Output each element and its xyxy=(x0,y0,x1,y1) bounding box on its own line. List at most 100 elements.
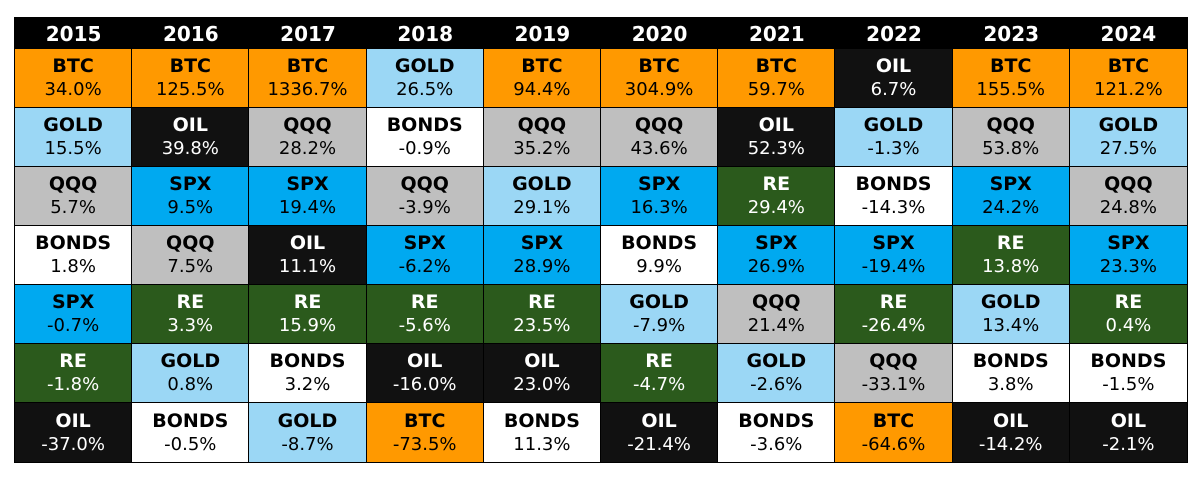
asset-label: SPX xyxy=(989,173,1032,195)
asset-label: BTC xyxy=(169,55,211,77)
table-cell: RE 23.5% xyxy=(483,285,601,344)
return-value: 155.5% xyxy=(976,79,1046,100)
table-cell: BTC -73.5% xyxy=(366,403,484,462)
asset-label: RE xyxy=(1114,291,1143,313)
asset-label: OIL xyxy=(758,114,794,136)
asset-label: BONDS xyxy=(1090,350,1167,372)
asset-label: OIL xyxy=(1110,409,1147,432)
return-value: -37.0% xyxy=(41,433,105,455)
table-cell: BTC 155.5% xyxy=(952,49,1070,108)
asset-label: QQQ xyxy=(869,350,918,372)
asset-label: GOLD xyxy=(394,55,455,77)
table-cell: QQQ 35.2% xyxy=(483,108,601,167)
table-cell: BTC 34.0% xyxy=(15,49,133,108)
table-cell: SPX 24.2% xyxy=(952,167,1070,226)
asset-label: OIL xyxy=(407,350,443,372)
returns-table: 2015 2016 2017 2018 2019 2020 2021 2022 2023 2024… xyxy=(14,17,1188,463)
asset-label: BONDS xyxy=(152,409,229,432)
table-cell: GOLD 27.5% xyxy=(1069,108,1187,167)
return-value: 24.8% xyxy=(1099,197,1157,218)
asset-label: SPX xyxy=(755,232,798,254)
return-value: 7.5% xyxy=(167,256,214,277)
year-header: 2018 xyxy=(366,18,484,49)
asset-label: BTC xyxy=(990,55,1032,77)
return-value: -2.6% xyxy=(750,374,803,395)
return-value: 27.5% xyxy=(1099,138,1157,159)
return-value: -4.7% xyxy=(632,374,686,395)
table-cell: OIL -21.4% xyxy=(600,403,719,462)
table-cell: BONDS 3.8% xyxy=(952,344,1070,403)
return-value: 1336.7% xyxy=(267,79,348,100)
return-value: 0.8% xyxy=(167,374,214,395)
asset-label: GOLD xyxy=(512,173,572,195)
table-cell: GOLD 15.5% xyxy=(15,108,133,167)
return-value: -19.4% xyxy=(861,256,926,277)
return-value: -64.6% xyxy=(861,433,926,455)
return-value: 5.7% xyxy=(50,197,96,218)
asset-label: QQQ xyxy=(517,114,567,136)
return-value: -14.2% xyxy=(978,433,1043,455)
table-cell: GOLD 0.8% xyxy=(132,344,250,403)
asset-label: QQQ xyxy=(400,173,449,195)
return-value: 9.9% xyxy=(636,256,682,277)
year-header: 2022 xyxy=(835,18,953,49)
year-header: 2024 xyxy=(1069,18,1187,49)
return-value: 52.3% xyxy=(747,138,805,159)
asset-label: GOLD xyxy=(1098,114,1159,136)
return-value: 34.0% xyxy=(44,79,102,100)
return-value: 11.3% xyxy=(513,433,571,455)
return-value: 26.5% xyxy=(396,79,454,100)
return-value: 16.3% xyxy=(630,197,688,218)
return-value: 9.5% xyxy=(167,197,214,218)
asset-label: SPX xyxy=(637,173,681,195)
table-cell: RE 0.4% xyxy=(1069,285,1187,344)
asset-label: GOLD xyxy=(277,409,338,432)
table-cell: OIL -16.0% xyxy=(366,344,484,403)
asset-label: GOLD xyxy=(43,114,103,136)
table-cell: OIL -2.1% xyxy=(1069,403,1187,462)
asset-label: RE xyxy=(293,291,322,313)
asset-label: BTC xyxy=(52,55,94,77)
return-value: -0.7% xyxy=(46,315,100,336)
table-cell: BTC 94.4% xyxy=(483,49,601,108)
return-value: 15.9% xyxy=(278,315,337,336)
asset-label: RE xyxy=(879,291,908,313)
year-header: 2023 xyxy=(952,18,1070,49)
asset-label: QQQ xyxy=(634,114,684,136)
table-cell: QQQ 5.7% xyxy=(15,167,133,226)
table-cell: BONDS -0.5% xyxy=(132,403,250,462)
return-value: 3.8% xyxy=(987,374,1034,395)
asset-label: GOLD xyxy=(863,114,924,136)
return-value: 19.4% xyxy=(278,197,337,218)
table-cell: SPX -0.7% xyxy=(15,285,133,344)
table-cell: OIL 52.3% xyxy=(718,108,836,167)
return-value: -1.8% xyxy=(46,374,100,395)
return-value: 1.8% xyxy=(50,256,96,277)
asset-label: RE xyxy=(996,232,1025,254)
asset-label: GOLD xyxy=(980,291,1041,313)
return-value: -2.1% xyxy=(1102,433,1155,455)
table-cell: OIL -14.2% xyxy=(952,403,1070,462)
asset-label: OIL xyxy=(289,232,326,254)
table-cell: RE -1.8% xyxy=(15,344,133,403)
year-header: 2021 xyxy=(718,18,836,49)
year-header: 2019 xyxy=(483,18,601,49)
table-cell: BTC 125.5% xyxy=(132,49,250,108)
return-value: 53.8% xyxy=(982,138,1040,159)
return-value: -73.5% xyxy=(392,433,457,455)
asset-label: QQQ xyxy=(283,114,332,136)
table-cell: BTC -64.6% xyxy=(835,403,953,462)
return-value: 59.7% xyxy=(747,79,805,100)
asset-label: BTC xyxy=(872,409,915,432)
table-cell: BTC 1336.7% xyxy=(249,49,367,108)
table-cell: OIL 11.1% xyxy=(249,226,367,285)
return-value: 39.8% xyxy=(161,138,219,159)
return-value: -8.7% xyxy=(281,433,334,455)
table-cell: BONDS 9.9% xyxy=(600,226,719,285)
asset-label: BONDS xyxy=(269,350,346,372)
table-cell: SPX 23.3% xyxy=(1069,226,1187,285)
asset-label: BONDS xyxy=(621,232,698,254)
table-cell: SPX -19.4% xyxy=(835,226,953,285)
return-value: -21.4% xyxy=(627,433,691,455)
return-value: 26.9% xyxy=(747,256,805,277)
